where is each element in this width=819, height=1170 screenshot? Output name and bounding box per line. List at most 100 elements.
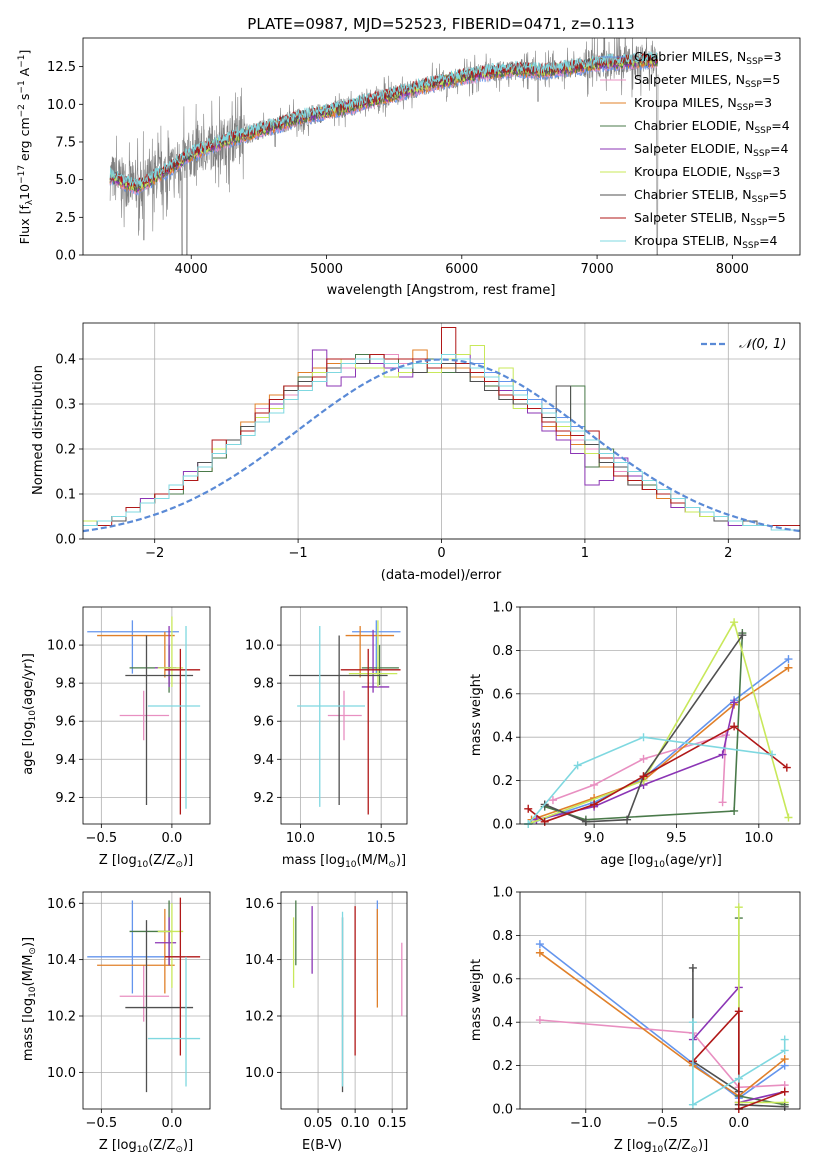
- agem-xlabel: mass [log10(M/M⊙)]: [282, 853, 406, 870]
- legend-entry: Chabrier STELIB, NSSP=5: [600, 187, 787, 205]
- x-tick-label: −0.5: [647, 1116, 679, 1131]
- y-tick-label: 0.2: [492, 774, 513, 789]
- errorbar-point: [361, 629, 390, 693]
- errorbar-point: [129, 645, 172, 693]
- svg-text:Chabrier STELIB, NSSP=5: Chabrier STELIB, NSSP=5: [634, 187, 787, 205]
- x-tick-label: 10.0: [744, 831, 773, 846]
- y-tick-label: 0.6: [492, 687, 513, 702]
- y-tick-label: 9.4: [55, 753, 76, 768]
- errorbar-point: [345, 626, 395, 678]
- weight-marker: [623, 815, 632, 824]
- legend-label: Chabrier MILES, N: [634, 49, 746, 64]
- histogram-step: [83, 354, 800, 531]
- errorbar-point: [340, 648, 401, 815]
- weight-marker: [639, 772, 648, 781]
- x-tick-label: 9.0: [584, 831, 605, 846]
- y-tick-label: 7.5: [55, 135, 76, 150]
- x-tick-label: 0.0: [162, 831, 183, 846]
- x-tick-label: 5000: [310, 262, 343, 277]
- y-tick-label: 12.5: [47, 60, 76, 75]
- x-tick-label: 9.5: [666, 831, 687, 846]
- weight-marker: [590, 800, 599, 809]
- wage-xlabel: age [log10(age/yr)]: [600, 853, 722, 870]
- errorbar-point: [97, 631, 175, 678]
- weight-marker: [730, 806, 739, 815]
- x-tick-label: −1.0: [570, 1116, 602, 1131]
- y-tick-label: 5.0: [55, 173, 76, 188]
- age-vs-mass-panel: 10.0 10.5 9.2 9.4 9.6 9.8 10.0: [245, 606, 408, 846]
- weight-marker: [524, 804, 533, 813]
- weight-marker: [540, 817, 549, 826]
- spectrum-xlabel: wavelength [Angstrom, rest frame]: [327, 283, 556, 298]
- weight-marker: [718, 798, 727, 807]
- weight-marker: [734, 903, 743, 912]
- weight-series-line: [536, 702, 735, 821]
- y-tick-label: 0.0: [492, 818, 513, 833]
- legend-n: 3: [772, 164, 780, 179]
- weight-marker: [738, 631, 747, 640]
- weight-marker: [581, 817, 590, 826]
- weight-marker: [768, 750, 776, 759]
- legend-n: 4: [782, 118, 790, 133]
- spectrum-title: PLATE=0987, MJD=52523, FIBERID=0471, z=0…: [247, 15, 634, 33]
- errorbar-point: [164, 897, 201, 1056]
- agez-ylabel: age [log10(age/yr)]: [21, 653, 38, 775]
- y-tick-label: 0.0: [492, 1103, 513, 1118]
- weight-series-line: [531, 667, 789, 821]
- y-tick-label: 0.4: [55, 353, 76, 368]
- y-tick-label: 1.0: [492, 601, 513, 616]
- errorbar-point: [119, 690, 170, 741]
- y-tick-label: 1.0: [492, 886, 513, 901]
- y-tick-label: 9.2: [253, 791, 274, 806]
- wz-xlabel: Z [log10(Z/Z⊙)]: [614, 1138, 708, 1155]
- y-tick-label: 9.6: [55, 715, 76, 730]
- weight-series-line: [544, 634, 744, 823]
- x-tick-label: 0.15: [378, 1116, 407, 1131]
- weight-marker: [535, 948, 544, 957]
- y-tick-label: 9.6: [253, 715, 274, 730]
- y-tick-label: 0.2: [492, 1059, 513, 1074]
- weight-series-line: [692, 1009, 785, 1111]
- weight-marker: [784, 663, 793, 672]
- weight-vs-metallicity-panel: −1.0 −0.5 0.0 0.0 0.2 0.4 0.6 0.8 1.0: [492, 886, 801, 1131]
- gauss-legend-label: 𝒩(0, 1): [739, 337, 786, 352]
- y-tick-label: 9.8: [253, 677, 274, 692]
- errorbar-point: [119, 965, 170, 1022]
- y-tick-label: 2.5: [55, 211, 76, 226]
- errorbar-point: [352, 620, 401, 674]
- axes-frame: [82, 37, 801, 256]
- legend-label: Kroupa ELODIE, N: [634, 164, 745, 179]
- x-tick-label: 2: [724, 546, 732, 561]
- svg-text:Kroupa MILES, NSSP=3: Kroupa MILES, NSSP=3: [634, 95, 772, 113]
- errorbar-point: [157, 903, 184, 988]
- legend-n: 3: [764, 95, 772, 110]
- y-tick-label: 0.6: [492, 972, 513, 987]
- grid: [281, 892, 407, 1109]
- errorbar-point: [327, 690, 362, 741]
- legend-label: Kroupa STELIB, N: [634, 233, 742, 248]
- mz-ylabel: mass [log10(M/M⊙)]: [21, 937, 38, 1061]
- y-tick-label: 10.4: [47, 953, 76, 968]
- legend-n: 4: [781, 141, 789, 156]
- y-tick-label: 0.3: [55, 398, 76, 413]
- y-tick-label: 10.0: [47, 1066, 76, 1081]
- y-tick-label: 0.8: [492, 644, 513, 659]
- svg-text:Chabrier MILES, NSSP=3: Chabrier MILES, NSSP=3: [634, 49, 782, 67]
- svg-text:Kroupa ELODIE, NSSP=3: Kroupa ELODIE, NSSP=3: [634, 164, 780, 182]
- mass-vs-ebv-panel: 0.05 0.10 0.15 10.0 10.2 10.4 10.6: [245, 891, 408, 1131]
- y-tick-label: 0.4: [492, 1016, 513, 1031]
- y-tick-label: 9.4: [253, 753, 274, 768]
- weight-marker: [535, 1016, 544, 1025]
- errorbar-point: [87, 900, 179, 994]
- y-tick-label: 10.6: [245, 897, 274, 912]
- weight-marker: [782, 763, 791, 772]
- y-tick-label: 10.0: [47, 639, 76, 654]
- histogram-legend: 𝒩(0, 1): [701, 337, 786, 352]
- histogram-xlabel: (data-model)/error: [381, 568, 502, 583]
- weight-marker: [718, 750, 727, 759]
- x-tick-label: −2: [145, 546, 164, 561]
- me-xlabel: E(B-V): [302, 1138, 342, 1153]
- weight-series-line: [539, 952, 786, 1097]
- weight-marker: [688, 1100, 697, 1109]
